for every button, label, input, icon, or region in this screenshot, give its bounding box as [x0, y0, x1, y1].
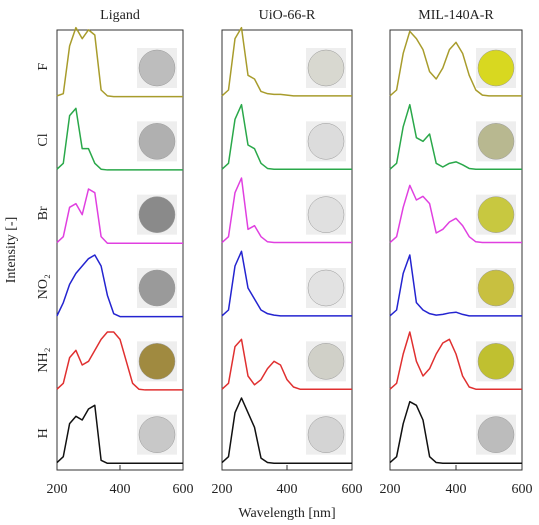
panel-title: UiO-66-R [259, 8, 316, 23]
sample-photo [308, 123, 344, 159]
row-label: Cl [36, 133, 51, 146]
x-tick-label: 400 [446, 482, 467, 497]
row-label: NO₂ [36, 274, 51, 299]
sample-photo [478, 417, 514, 453]
panel-title: Ligand [100, 8, 140, 23]
figure: Intensity [-] Wavelength [nm] Ligand 200 4… [0, 0, 539, 525]
sample-photo [308, 197, 344, 233]
row-label: Br [36, 206, 51, 220]
sample-photo [308, 270, 344, 306]
sample-photo [478, 270, 514, 306]
y-axis-label: Intensity [-] [4, 217, 19, 283]
sample-photo [139, 50, 175, 86]
sample-photo [478, 197, 514, 233]
x-tick-label: 200 [380, 482, 401, 497]
sample-photo [139, 123, 175, 159]
sample-photo [478, 343, 514, 379]
sample-photo [139, 417, 175, 453]
sample-photo [308, 343, 344, 379]
x-tick-label: 600 [512, 482, 533, 497]
sample-photo [478, 123, 514, 159]
sample-photo [139, 343, 175, 379]
sample-photo [308, 417, 344, 453]
x-tick-label: 400 [110, 482, 131, 497]
sample-photo [139, 197, 175, 233]
row-label: NH₂ [36, 347, 51, 372]
sample-photo [139, 270, 175, 306]
x-tick-label: 200 [47, 482, 68, 497]
x-tick-label: 400 [277, 482, 298, 497]
x-axis-label: Wavelength [nm] [238, 506, 335, 521]
x-tick-label: 200 [212, 482, 233, 497]
panel-title: MIL-140A-R [418, 8, 494, 23]
sample-photo [308, 50, 344, 86]
sample-photo [478, 50, 514, 86]
x-tick-label: 600 [173, 482, 194, 497]
row-label: F [36, 63, 51, 71]
row-label: H [36, 428, 51, 438]
x-tick-label: 600 [342, 482, 363, 497]
